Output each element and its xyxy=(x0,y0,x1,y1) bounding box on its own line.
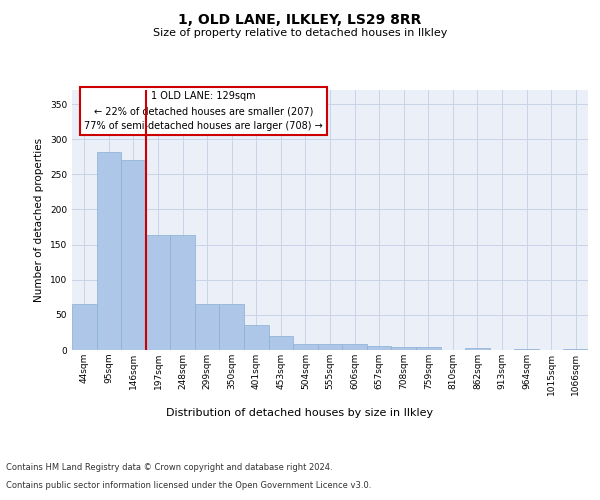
Bar xyxy=(318,344,342,350)
Bar xyxy=(170,236,195,350)
Text: Size of property relative to detached houses in Ilkley: Size of property relative to detached ho… xyxy=(153,28,447,38)
Bar xyxy=(220,304,244,350)
Bar xyxy=(416,347,440,350)
Bar xyxy=(195,304,220,350)
Bar xyxy=(563,348,588,350)
Bar xyxy=(367,346,391,350)
Bar xyxy=(244,326,269,350)
Bar xyxy=(121,160,146,350)
Bar xyxy=(146,236,170,350)
Y-axis label: Number of detached properties: Number of detached properties xyxy=(34,138,44,302)
Text: Contains HM Land Registry data © Crown copyright and database right 2024.: Contains HM Land Registry data © Crown c… xyxy=(6,464,332,472)
Text: 1 OLD LANE: 129sqm
← 22% of detached houses are smaller (207)
77% of semi-detach: 1 OLD LANE: 129sqm ← 22% of detached hou… xyxy=(84,92,323,131)
Bar xyxy=(293,344,318,350)
Bar xyxy=(391,347,416,350)
Bar xyxy=(342,344,367,350)
Bar xyxy=(72,304,97,350)
Bar xyxy=(514,348,539,350)
Bar xyxy=(269,336,293,350)
Text: Distribution of detached houses by size in Ilkley: Distribution of detached houses by size … xyxy=(166,408,434,418)
Text: Contains public sector information licensed under the Open Government Licence v3: Contains public sector information licen… xyxy=(6,481,371,490)
Bar xyxy=(97,152,121,350)
Bar xyxy=(465,348,490,350)
Text: 1, OLD LANE, ILKLEY, LS29 8RR: 1, OLD LANE, ILKLEY, LS29 8RR xyxy=(178,12,422,26)
